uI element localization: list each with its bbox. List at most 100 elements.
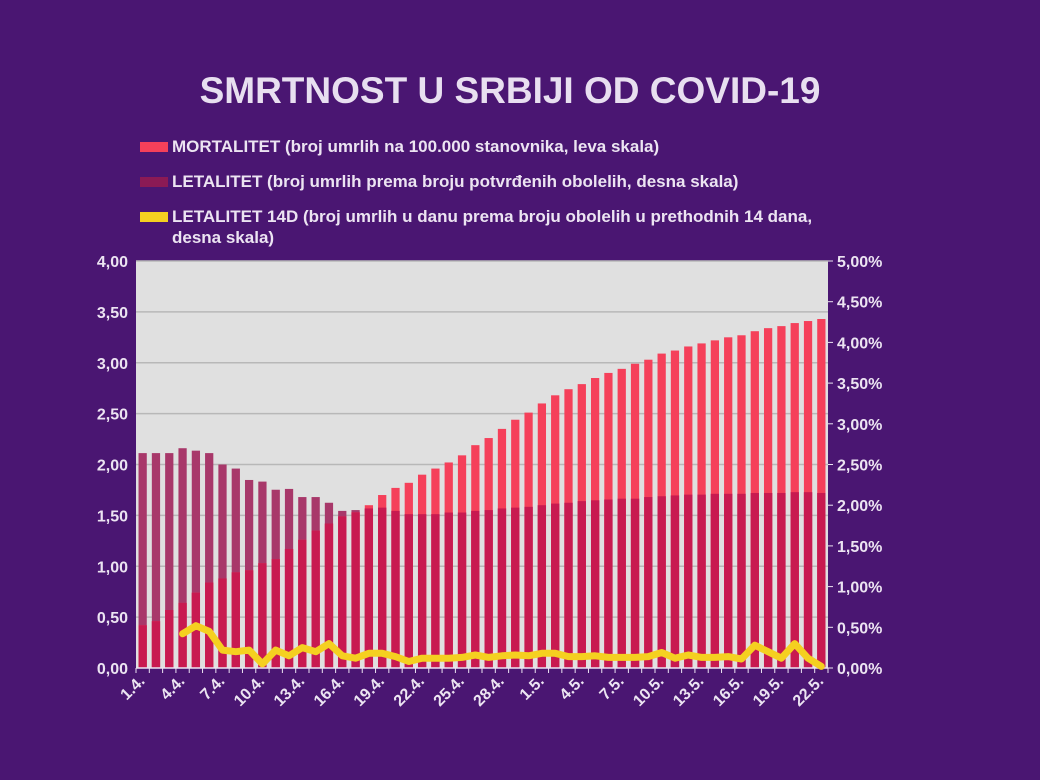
bar-overlap bbox=[351, 512, 360, 668]
letalitet-bar bbox=[165, 453, 174, 668]
bar-overlap bbox=[404, 514, 413, 668]
right-axis-tick-label: 2,00% bbox=[837, 498, 882, 515]
bar-overlap bbox=[391, 510, 400, 668]
bar-overlap bbox=[604, 499, 613, 668]
letalitet-bar bbox=[205, 453, 214, 668]
chart-title: SMRTNOST U SRBIJI OD COVID-19 bbox=[199, 70, 821, 111]
legend-label: LETALITET 14D (broj umrlih u danu prema … bbox=[172, 207, 813, 247]
bar-overlap bbox=[551, 503, 560, 668]
bar-overlap bbox=[657, 496, 666, 668]
x-axis-tick-label: 22.5. bbox=[790, 673, 827, 710]
bar-overlap bbox=[311, 530, 320, 668]
x-axis-tick-label: 28.4. bbox=[471, 673, 508, 710]
left-axis-tick-label: 2,50 bbox=[97, 407, 128, 424]
bar-overlap bbox=[205, 582, 214, 668]
bar-overlap bbox=[218, 578, 227, 668]
bar-overlap bbox=[457, 512, 467, 668]
x-axis-tick-label: 7.5. bbox=[597, 673, 628, 704]
bar-overlap bbox=[284, 548, 294, 668]
bar-overlap bbox=[790, 492, 799, 668]
left-axis-tick-label: 3,50 bbox=[97, 305, 128, 322]
x-axis-tick-label: 7.4. bbox=[197, 673, 228, 704]
legend-item-letalitet-14d: LETALITET 14D (broj umrlih u danu prema … bbox=[140, 206, 860, 248]
x-axis-tick-label: 13.5. bbox=[670, 673, 707, 710]
bar-overlap bbox=[577, 501, 586, 668]
bar-overlap bbox=[537, 505, 547, 668]
letalitet-bar bbox=[231, 468, 240, 668]
bar-overlap bbox=[191, 592, 201, 668]
legend-item-letalitet: LETALITET (broj umrlih prema broju potvr… bbox=[140, 171, 860, 192]
x-axis-tick-label: 16.4. bbox=[311, 673, 348, 710]
bar-overlap bbox=[590, 500, 600, 668]
letalitet-bar bbox=[151, 453, 161, 668]
bar-overlap bbox=[617, 498, 626, 668]
right-axis-tick-label: 3,50% bbox=[837, 376, 882, 393]
x-axis-tick-label: 19.4. bbox=[351, 673, 388, 710]
left-axis-tick-label: 1,50 bbox=[97, 508, 128, 525]
bar-overlap bbox=[511, 507, 520, 668]
bar-overlap bbox=[697, 494, 706, 668]
x-axis-tick-label: 4.5. bbox=[557, 673, 588, 704]
x-axis-tick-label: 19.5. bbox=[750, 673, 787, 710]
right-axis-tick-label: 4,00% bbox=[837, 335, 882, 352]
x-axis-tick-label: 4.4. bbox=[158, 673, 189, 704]
legend-swatch-letalitet-14d bbox=[140, 212, 168, 222]
bar-overlap bbox=[750, 492, 759, 668]
letalitet-bar bbox=[138, 453, 147, 668]
bar-overlap bbox=[724, 493, 733, 668]
right-axis-tick-label: 3,00% bbox=[837, 417, 882, 434]
left-axis-tick-label: 0,50 bbox=[97, 610, 128, 627]
x-axis-tick-label: 1.5. bbox=[517, 673, 548, 704]
x-axis-tick-label: 22.4. bbox=[391, 673, 428, 710]
bar-overlap bbox=[138, 625, 147, 668]
legend-label: LETALITET (broj umrlih prema broju potvr… bbox=[172, 172, 739, 191]
bar-overlap bbox=[165, 610, 174, 668]
right-axis-tick-label: 0,50% bbox=[837, 620, 882, 637]
left-axis-tick-label: 3,00 bbox=[97, 356, 128, 373]
bar-overlap bbox=[271, 559, 280, 668]
bar-overlap bbox=[710, 493, 720, 668]
legend-swatch-letalitet bbox=[140, 177, 168, 187]
left-axis-tick-label: 0,00 bbox=[97, 661, 128, 678]
bar-overlap bbox=[630, 498, 640, 668]
bar-overlap bbox=[817, 492, 826, 668]
bar-overlap bbox=[338, 516, 347, 668]
x-axis-tick-label: 10.5. bbox=[630, 673, 667, 710]
bar-overlap bbox=[151, 621, 161, 668]
left-axis-tick-label: 1,00 bbox=[97, 559, 128, 576]
letalitet-bar bbox=[178, 448, 187, 668]
bar-overlap bbox=[244, 570, 254, 668]
legend-label: MORTALITET (broj umrlih na 100.000 stano… bbox=[172, 137, 660, 156]
bar-overlap bbox=[670, 495, 680, 668]
bar-overlap bbox=[258, 563, 267, 668]
bar-overlap bbox=[484, 510, 493, 668]
letalitet-bar bbox=[191, 450, 201, 668]
bar-overlap bbox=[737, 493, 746, 668]
bar-overlap bbox=[324, 523, 334, 668]
bar-overlap bbox=[644, 497, 653, 668]
right-axis-tick-label: 1,50% bbox=[837, 539, 882, 556]
bar-overlap bbox=[803, 492, 813, 668]
letalitet-14d-line bbox=[179, 622, 825, 670]
right-axis-tick-label: 2,50% bbox=[837, 458, 882, 475]
x-axis-tick-label: 10.4. bbox=[231, 673, 268, 710]
x-axis-tick-label: 13.4. bbox=[271, 673, 308, 710]
bar-overlap bbox=[231, 572, 240, 668]
letalitet-bar bbox=[218, 464, 227, 668]
legend-swatch-mortalitet bbox=[140, 142, 168, 152]
bar-overlap bbox=[444, 512, 453, 668]
left-axis-tick-label: 2,00 bbox=[97, 458, 128, 475]
bar-overlap bbox=[431, 514, 440, 668]
bar-overlap bbox=[417, 514, 427, 668]
bar-overlap bbox=[763, 492, 773, 668]
bar-overlap bbox=[777, 492, 786, 668]
legend: MORTALITET (broj umrlih na 100.000 stano… bbox=[140, 136, 860, 262]
bar-overlap bbox=[564, 502, 573, 668]
bar-overlap bbox=[298, 539, 307, 668]
right-axis-tick-label: 1,00% bbox=[837, 580, 882, 597]
x-axis-tick-label: 16.5. bbox=[710, 673, 747, 710]
right-axis-tick-label: 5,00% bbox=[837, 254, 882, 271]
right-axis-tick-label: 4,50% bbox=[837, 295, 882, 312]
bar-overlap bbox=[684, 494, 693, 668]
